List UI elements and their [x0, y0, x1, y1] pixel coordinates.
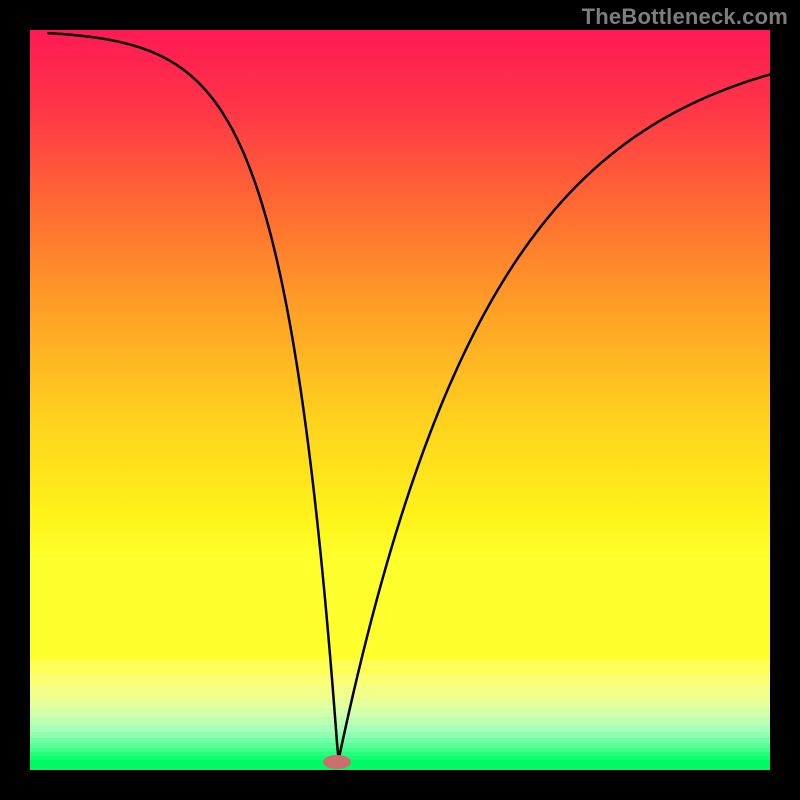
chart-stage: TheBottleneck.com — [0, 0, 800, 800]
watermark-text: TheBottleneck.com — [582, 4, 788, 30]
bottleneck-chart — [0, 0, 800, 800]
optimum-marker — [323, 755, 351, 769]
